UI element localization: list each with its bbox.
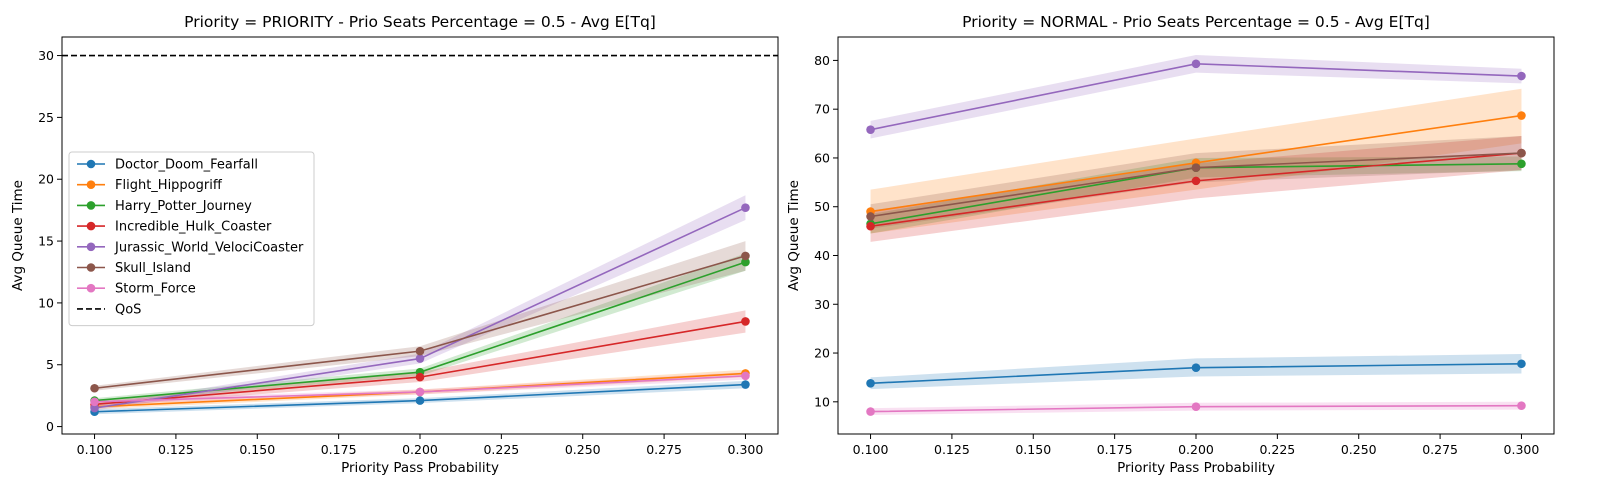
- data-point: [415, 354, 425, 363]
- x-axis-label: Priority Pass Probability: [341, 460, 499, 476]
- legend-label: Jurassic_World_VelociCoaster: [114, 240, 304, 255]
- y-tick-label: 25: [38, 110, 54, 125]
- legend-marker: [86, 242, 96, 252]
- data-point: [1517, 71, 1526, 81]
- y-axis-label: Avg Queue Time: [786, 180, 802, 291]
- legend-marker: [86, 263, 96, 272]
- data-point: [741, 371, 750, 381]
- y-tick-label: 0: [46, 419, 54, 434]
- legend: Doctor_Doom_Fearfall Flight_Hippogriff Har…: [68, 151, 315, 327]
- y-tick-label: 30: [814, 297, 830, 312]
- x-tick-label: 0.225: [1259, 442, 1295, 457]
- data-point: [741, 257, 750, 267]
- data-point: [866, 407, 875, 416]
- x-tick-label: 0.200: [1178, 442, 1214, 457]
- data-point: [90, 397, 99, 407]
- chart-title: Priority = NORMAL - Prio Seats Percentag…: [962, 13, 1430, 31]
- data-point: [1191, 59, 1201, 69]
- legend-label: Doctor_Doom_Fearfall: [115, 158, 258, 173]
- data-point: [415, 396, 425, 405]
- data-point: [1191, 363, 1201, 372]
- data-point: [741, 380, 750, 389]
- x-tick-label: 0.150: [239, 442, 275, 457]
- legend-label: Flight_Hippogriff: [115, 178, 223, 193]
- data-point: [415, 387, 425, 397]
- legend-marker: [86, 201, 96, 210]
- y-tick-label: 80: [814, 53, 830, 68]
- data-point: [1517, 359, 1526, 369]
- x-axis-label: Priority Pass Probability: [1117, 460, 1275, 476]
- confidence-band-6: [870, 136, 1522, 229]
- y-tick-label: 70: [814, 102, 830, 117]
- data-point: [741, 203, 750, 212]
- legend-label: QoS: [115, 302, 141, 317]
- legend-marker: [86, 221, 96, 231]
- data-point: [866, 378, 875, 388]
- y-tick-label: 10: [814, 394, 830, 409]
- confidence-band-4: [870, 136, 1522, 242]
- data-point: [866, 212, 875, 221]
- x-tick-label: 0.200: [402, 442, 438, 457]
- x-tick-label: 0.250: [565, 442, 601, 457]
- data-point: [415, 346, 425, 356]
- data-point: [1517, 401, 1526, 411]
- y-tick-label: 50: [814, 199, 830, 214]
- legend-marker: [86, 180, 96, 189]
- data-point: [866, 221, 875, 231]
- x-tick-label: 0.125: [934, 442, 970, 457]
- data-point: [1191, 163, 1201, 173]
- chart-panel-1: Priority = PRIORITY - Prio Seats Percent…: [10, 13, 779, 476]
- y-tick-label: 10: [38, 295, 54, 310]
- legend-box: [68, 151, 315, 327]
- x-tick-label: 0.100: [853, 442, 889, 457]
- x-tick-label: 0.150: [1015, 442, 1051, 457]
- legend-marker: [86, 283, 96, 293]
- plot-data: [62, 54, 778, 417]
- data-point: [415, 372, 425, 382]
- x-tick-label: 0.175: [1097, 442, 1133, 457]
- x-tick-label: 0.275: [1422, 442, 1458, 457]
- y-tick-label: 60: [814, 150, 830, 165]
- confidence-band-5: [870, 55, 1522, 139]
- data-point: [1517, 148, 1526, 158]
- plot-data: [866, 55, 1526, 416]
- x-tick-label: 0.175: [321, 442, 357, 457]
- data-point: [1517, 111, 1526, 120]
- legend-label: Skull_Island: [115, 261, 191, 276]
- y-tick-label: 20: [38, 172, 54, 187]
- data-point: [90, 403, 99, 413]
- y-tick-label: 40: [814, 248, 830, 263]
- y-axis-label: Avg Queue Time: [10, 180, 26, 291]
- x-tick-label: 0.225: [483, 442, 519, 457]
- data-point: [1517, 159, 1526, 169]
- y-tick-label: 15: [38, 234, 54, 249]
- x-tick-label: 0.250: [1341, 442, 1377, 457]
- x-tick-label: 0.100: [77, 442, 113, 457]
- x-tick-label: 0.300: [1504, 442, 1540, 457]
- data-point: [741, 317, 750, 326]
- x-tick-label: 0.275: [646, 442, 682, 457]
- data-point: [866, 125, 875, 134]
- chart-title: Priority = PRIORITY - Prio Seats Percent…: [184, 13, 656, 31]
- confidence-band-4: [94, 310, 746, 407]
- legend-label: Storm_Force: [115, 282, 196, 297]
- data-point: [741, 251, 750, 261]
- legend-marker: [86, 159, 96, 169]
- x-tick-label: 0.125: [158, 442, 194, 457]
- data-point: [1191, 176, 1201, 186]
- y-tick-label: 20: [814, 346, 830, 361]
- data-point: [1191, 402, 1201, 411]
- y-tick-label: 5: [46, 357, 54, 372]
- legend-label: Incredible_Hulk_Coaster: [115, 220, 272, 235]
- legend-label: Harry_Potter_Journey: [115, 199, 252, 214]
- x-tick-label: 0.300: [728, 442, 764, 457]
- chart-panel-2: Priority = NORMAL - Prio Seats Percentag…: [786, 13, 1555, 476]
- y-tick-label: 30: [38, 48, 54, 63]
- data-point: [90, 383, 99, 393]
